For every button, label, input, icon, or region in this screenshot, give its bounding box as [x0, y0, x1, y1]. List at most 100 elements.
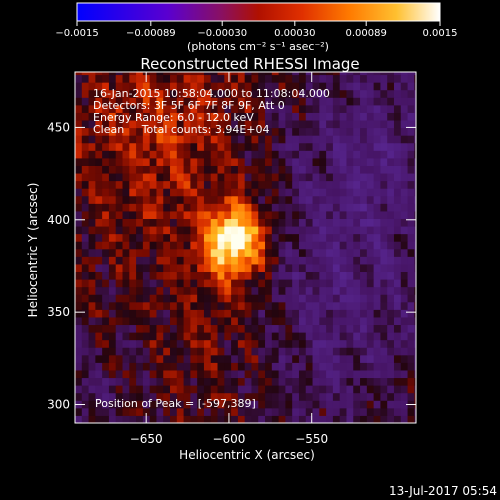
heatmap-cell: [366, 400, 375, 409]
heatmap-cell: [237, 210, 246, 219]
heatmap-cell: [292, 279, 300, 288]
heatmap-cell: [251, 286, 259, 295]
heatmap-cell: [265, 377, 273, 386]
heatmap-cell: [217, 347, 225, 356]
heatmap-cell: [353, 286, 361, 295]
heatmap-cell: [407, 347, 415, 356]
heatmap-cell: [360, 392, 368, 401]
heatmap-cell: [332, 248, 341, 257]
heatmap-cell: [346, 316, 354, 326]
heatmap-cell: [190, 226, 198, 235]
heatmap-cell: [210, 74, 219, 83]
heatmap-cell: [285, 135, 293, 144]
heatmap-cell: [319, 97, 327, 106]
heatmap-cell: [217, 377, 225, 386]
heatmap-cell: [346, 233, 354, 242]
heatmap-cell: [265, 415, 273, 423]
heatmap-cell: [407, 226, 415, 235]
heatmap-cell: [271, 369, 280, 379]
heatmap-cell: [265, 72, 273, 76]
heatmap-cell: [115, 377, 124, 386]
heatmap-cell: [81, 74, 90, 83]
heatmap-cell: [393, 316, 402, 326]
heatmap-cell: [244, 377, 252, 386]
heatmap-cell: [115, 354, 124, 363]
heatmap-cell: [400, 226, 409, 235]
heatmap-cell: [197, 294, 205, 303]
heatmap-cell: [339, 180, 347, 189]
heatmap-cell: [122, 142, 130, 151]
heatmap-cell: [217, 301, 225, 310]
heatmap-cell: [305, 97, 314, 106]
heatmap-cell: [176, 180, 185, 189]
heatmap-cell: [393, 72, 402, 76]
heatmap-cell: [129, 279, 137, 288]
heatmap-cell: [326, 354, 334, 363]
heatmap-cell: [217, 142, 225, 151]
heatmap-cell: [407, 135, 415, 144]
heatmap-cell: [298, 248, 307, 257]
heatmap-cell: [400, 120, 409, 129]
heatmap-cell: [231, 263, 239, 273]
heatmap-cell: [298, 279, 307, 288]
heatmap-cell: [102, 188, 110, 197]
heatmap-cell: [108, 233, 117, 242]
heatmap-cell: [339, 309, 347, 318]
heatmap-cell: [326, 347, 334, 356]
heatmap-cell: [203, 279, 212, 288]
heatmap-cell: [366, 226, 375, 235]
heatmap-cell: [346, 385, 354, 394]
heatmap-cell: [237, 112, 246, 121]
heatmap-cell: [88, 407, 96, 416]
heatmap-cell: [176, 256, 185, 265]
heatmap-cell: [258, 104, 266, 113]
heatmap-cell: [170, 195, 178, 204]
heatmap-cell: [88, 195, 96, 204]
heatmap-cell: [353, 339, 361, 348]
heatmap-cell: [102, 369, 110, 379]
annotation-block: 16-Jan-2015 10:58:04.000 to 11:08:04.000…: [93, 87, 330, 136]
heatmap-cell: [156, 203, 164, 212]
heatmap-cell: [183, 150, 191, 159]
heatmap-cell: [353, 362, 361, 371]
heatmap-cell: [237, 142, 246, 151]
heatmap-cell: [163, 241, 171, 250]
heatmap-cell: [326, 74, 334, 83]
heatmap-cell: [366, 203, 375, 212]
heatmap-cell: [285, 286, 293, 295]
heatmap-cell: [285, 72, 293, 76]
heatmap-cell: [203, 332, 212, 341]
heatmap-cell: [305, 74, 314, 83]
heatmap-cell: [170, 332, 178, 341]
heatmap-cell: [88, 263, 96, 273]
heatmap-cell: [224, 180, 232, 189]
heatmap-cell: [88, 135, 96, 144]
heatmap-cell: [319, 150, 327, 159]
heatmap-cell: [332, 74, 341, 83]
heatmap-cell: [88, 271, 96, 280]
heatmap-cell: [400, 294, 409, 303]
heatmap-cell: [366, 271, 375, 280]
heatmap-cell: [305, 369, 314, 379]
heatmap-cell: [231, 392, 239, 401]
heatmap-cell: [95, 279, 103, 288]
heatmap-cell: [170, 150, 178, 159]
heatmap-cell: [156, 120, 164, 129]
heatmap-cell: [298, 369, 307, 379]
heatmap-cell: [237, 392, 246, 401]
heatmap-cell: [88, 324, 96, 333]
heatmap-cell: [129, 400, 137, 409]
heatmap-cell: [95, 135, 103, 144]
heatmap-cell: [156, 135, 164, 144]
heatmap-cell: [197, 377, 205, 386]
heatmap-cell: [190, 407, 198, 416]
heatmap-cell: [197, 324, 205, 333]
heatmap-cell: [353, 142, 361, 151]
heatmap-cell: [129, 415, 137, 423]
heatmap-cell: [115, 400, 124, 409]
heatmap-cell: [170, 385, 178, 394]
heatmap-cell: [88, 385, 96, 394]
heatmap-cell: [332, 226, 341, 235]
heatmap-cell: [75, 339, 83, 348]
heatmap-cell: [197, 218, 205, 227]
